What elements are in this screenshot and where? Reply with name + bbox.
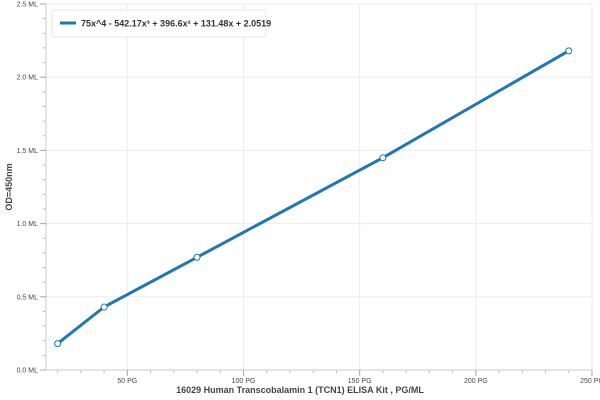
y-tick-label: 2.5 ML <box>17 2 39 9</box>
y-axis-title: OD=450nm <box>4 163 14 210</box>
y-tick-label: 1.0 ML <box>17 221 39 228</box>
legend-box <box>51 9 267 38</box>
y-tick-label: 0.0 ML <box>17 368 39 375</box>
data-point <box>565 47 573 55</box>
y-tick-label: 1.5 ML <box>17 148 39 155</box>
y-tick-label: 2.0 ML <box>17 75 39 82</box>
series-layer <box>54 47 573 348</box>
y-axis-ticks: 0.0 ML 0.5 ML 1.0 ML 1.5 ML 2.0 ML 2.5 ML <box>17 2 46 375</box>
data-point <box>379 154 387 162</box>
y-tick-label: 0.5 ML <box>17 294 39 301</box>
data-point <box>54 340 62 348</box>
x-tick-label: 250 PG <box>580 378 600 385</box>
x-tick-label: 50 PG <box>117 378 137 385</box>
legend: 75x^4 - 542.17x³ + 396.6x² + 131.48x + 2… <box>51 9 271 38</box>
legend-label: 75x^4 - 542.17x³ + 396.6x² + 131.48x + 2… <box>81 19 271 29</box>
gridlines <box>46 3 593 371</box>
x-axis-title: 16029 Human Transcobalamin 1 (TCN1) ELIS… <box>176 385 424 395</box>
x-tick-label: 100 PG <box>232 378 256 385</box>
data-point <box>193 253 201 261</box>
x-axis-ticks: 50 PG 100 PG 150 PG 200 PG 250 PG <box>117 370 600 385</box>
x-tick-label: 200 PG <box>464 378 488 385</box>
data-point <box>100 303 108 311</box>
x-tick-label: 150 PG <box>348 378 372 385</box>
